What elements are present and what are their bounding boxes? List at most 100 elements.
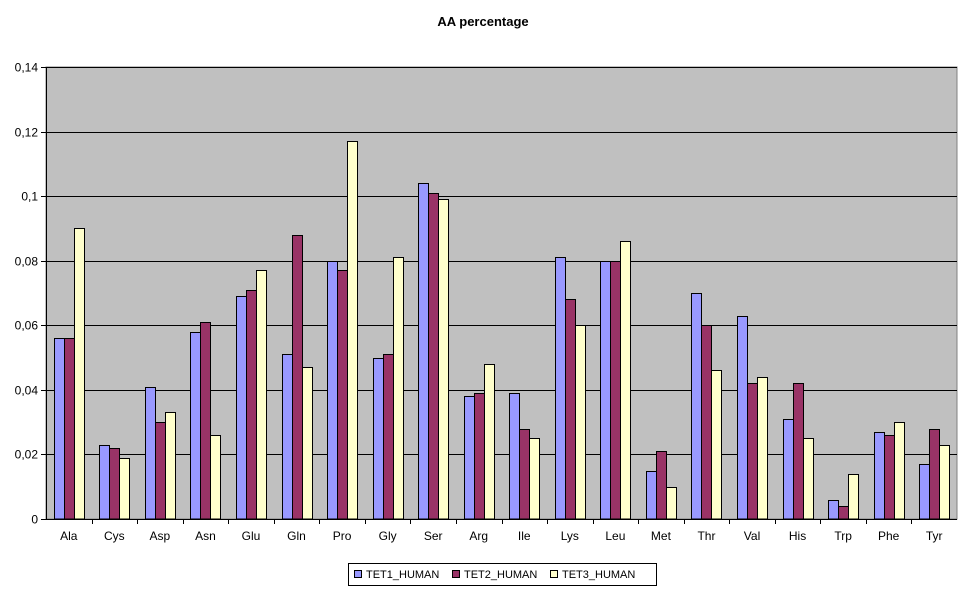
- x-tick-label: Ser: [424, 529, 443, 543]
- bar-tet2_human-asp: [155, 422, 166, 520]
- legend-label: TET1_HUMAN: [366, 569, 439, 581]
- bar-tet2_human-gly: [383, 354, 394, 520]
- bar-tet1_human-his: [783, 419, 794, 520]
- bar-tet3_human-ala: [74, 228, 85, 520]
- bar-tet1_human-thr: [691, 293, 702, 520]
- bar-tet3_human-asn: [210, 435, 221, 520]
- bar-tet2_human-his: [793, 383, 804, 520]
- legend-label: TET2_HUMAN: [464, 569, 537, 581]
- bar-tet3_human-his: [803, 438, 814, 520]
- y-tick-label: 0,06: [15, 319, 39, 333]
- bar-tet1_human-val: [737, 316, 748, 520]
- bar-tet2_human-pro: [337, 270, 348, 520]
- bar-tet1_human-pro: [327, 261, 338, 520]
- bar-tet2_human-ala: [64, 338, 75, 520]
- y-tick-label: 0: [31, 513, 38, 527]
- x-tick-label: Met: [651, 529, 672, 543]
- x-tick-label: Val: [744, 529, 760, 543]
- bar-tet1_human-asn: [190, 332, 201, 520]
- bar-tet3_human-tyr: [939, 445, 950, 520]
- x-tick-label: Asn: [195, 529, 216, 543]
- x-tick-label: Cys: [104, 529, 125, 543]
- bar-tet2_human-leu: [610, 261, 621, 520]
- bar-tet3_human-gln: [302, 367, 313, 520]
- x-tick-label: Leu: [605, 529, 625, 543]
- bar-tet2_human-arg: [474, 393, 485, 520]
- bar-tet1_human-gln: [282, 354, 293, 520]
- x-tick-label: Arg: [469, 529, 488, 543]
- plot-background: [45, 66, 958, 520]
- bar-tet2_human-val: [747, 383, 758, 520]
- bar-tet3_human-ile: [529, 438, 540, 520]
- bar-tet1_human-lys: [555, 257, 566, 520]
- bar-tet2_human-trp: [838, 506, 849, 520]
- bar-tet1_human-ile: [509, 393, 520, 520]
- bar-tet2_human-phe: [884, 435, 895, 520]
- x-tick-label: Tyr: [926, 529, 943, 543]
- bar-tet3_human-asp: [165, 412, 176, 520]
- bar-tet1_human-leu: [600, 261, 611, 520]
- x-tick-label: Phe: [878, 529, 900, 543]
- x-tick-label: Ala: [60, 529, 78, 543]
- bar-tet1_human-tyr: [919, 464, 930, 520]
- bar-tet3_human-met: [666, 487, 677, 520]
- bar-tet2_human-tyr: [929, 429, 940, 520]
- bar-tet3_human-thr: [711, 370, 722, 520]
- bar-tet3_human-lys: [575, 325, 586, 520]
- bar-tet1_human-gly: [373, 358, 384, 520]
- x-tick-label: Gln: [287, 529, 306, 543]
- y-tick-label: 0,08: [15, 255, 39, 269]
- bar-tet1_human-glu: [236, 296, 247, 520]
- bar-tet2_human-asn: [200, 322, 211, 520]
- y-tick-label: 0,02: [15, 448, 39, 462]
- bar-tet1_human-ser: [418, 183, 429, 520]
- bar-tet1_human-asp: [145, 387, 156, 520]
- legend-swatch: [354, 570, 362, 578]
- bar-tet2_human-glu: [246, 290, 257, 520]
- bar-tet1_human-trp: [828, 500, 839, 520]
- legend: TET1_HUMAN TET2_HUMAN TET3_HUMAN: [348, 563, 657, 586]
- x-tick-label: Ile: [518, 529, 531, 543]
- bar-tet2_human-cys: [109, 448, 120, 520]
- bar-tet1_human-ala: [54, 338, 65, 520]
- bar-tet3_human-val: [757, 377, 768, 520]
- x-tick-label: Pro: [333, 529, 352, 543]
- x-tick-label: Trp: [834, 529, 852, 543]
- bar-tet1_human-cys: [99, 445, 110, 520]
- bar-tet2_human-met: [656, 451, 667, 520]
- bar-tet3_human-gly: [393, 257, 404, 520]
- bar-tet2_human-thr: [701, 325, 712, 520]
- chart-title: AA percentage: [437, 14, 528, 29]
- legend-label: TET3_HUMAN: [562, 569, 635, 581]
- bar-tet3_human-leu: [620, 241, 631, 520]
- x-tick-label: Thr: [697, 529, 715, 543]
- bar-tet3_human-phe: [894, 422, 905, 520]
- legend-swatch: [452, 570, 460, 578]
- legend-box: [348, 563, 657, 586]
- x-tick-label: Gly: [379, 529, 397, 543]
- y-tick-label: 0,12: [15, 126, 39, 140]
- bar-tet2_human-ser: [428, 193, 439, 520]
- x-tick-label: Lys: [561, 529, 579, 543]
- x-tick-label: Glu: [242, 529, 261, 543]
- bar-tet3_human-cys: [119, 458, 130, 520]
- bar-tet1_human-met: [646, 471, 657, 520]
- bar-tet3_human-glu: [256, 270, 267, 520]
- bar-tet1_human-phe: [874, 432, 885, 520]
- bar-tet2_human-ile: [519, 429, 530, 520]
- bar-tet3_human-pro: [347, 141, 358, 520]
- bar-tet3_human-ser: [438, 199, 449, 520]
- bar-tet3_human-arg: [484, 364, 495, 520]
- bar-tet2_human-lys: [565, 299, 576, 520]
- bar-tet2_human-gln: [292, 235, 303, 520]
- x-tick-label: Asp: [150, 529, 171, 543]
- bar-tet3_human-trp: [848, 474, 859, 520]
- y-tick-label: 0,14: [15, 61, 39, 75]
- y-tick-label: 0,1: [21, 190, 38, 204]
- x-tick-label: His: [789, 529, 806, 543]
- legend-swatch: [550, 570, 558, 578]
- plot-area: 0 0,02 0,04 0,06 0,08 0,1 0,12 0,14 Ala Cys Asp Asn…: [15, 61, 958, 543]
- y-tick-label: 0,04: [15, 384, 39, 398]
- bar-tet1_human-arg: [464, 396, 475, 520]
